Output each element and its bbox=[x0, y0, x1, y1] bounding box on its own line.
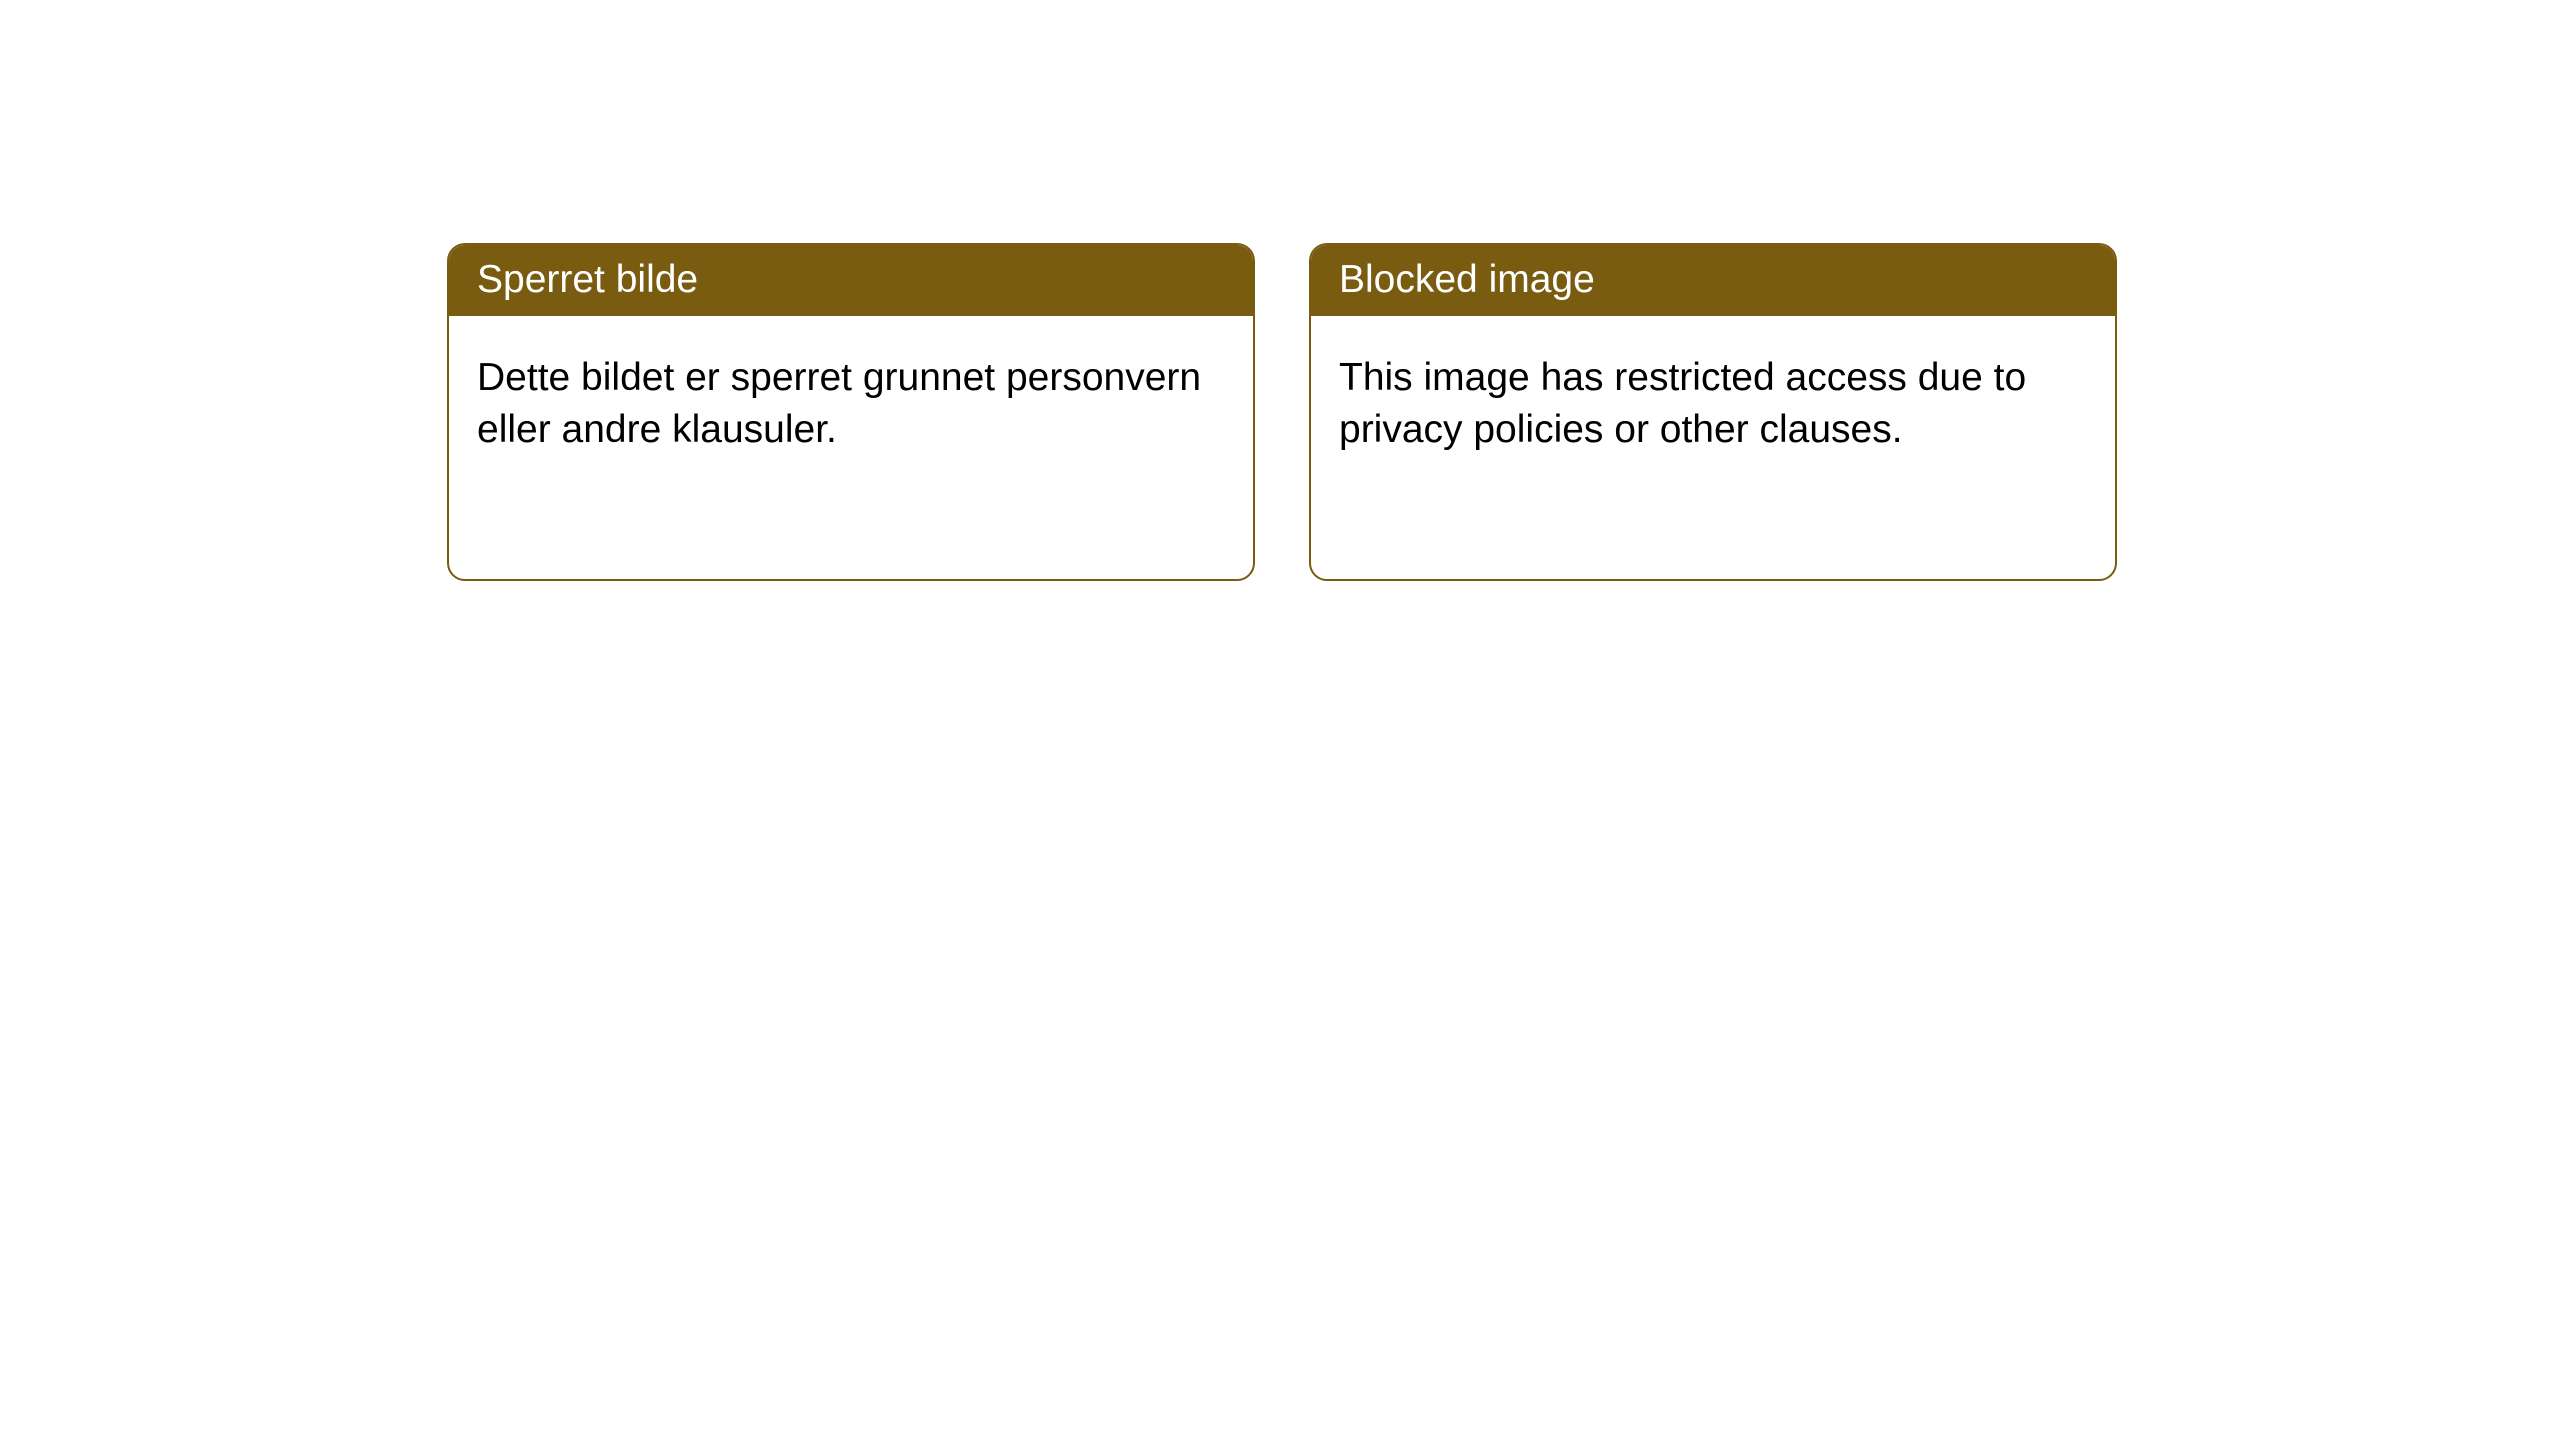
card-body-english: This image has restricted access due to … bbox=[1311, 316, 2115, 493]
card-title-norwegian: Sperret bilde bbox=[449, 245, 1253, 316]
card-body-norwegian: Dette bildet er sperret grunnet personve… bbox=[449, 316, 1253, 493]
notice-card-norwegian: Sperret bilde Dette bildet er sperret gr… bbox=[447, 243, 1255, 581]
notice-container: Sperret bilde Dette bildet er sperret gr… bbox=[0, 0, 2560, 581]
card-title-english: Blocked image bbox=[1311, 245, 2115, 316]
notice-card-english: Blocked image This image has restricted … bbox=[1309, 243, 2117, 581]
